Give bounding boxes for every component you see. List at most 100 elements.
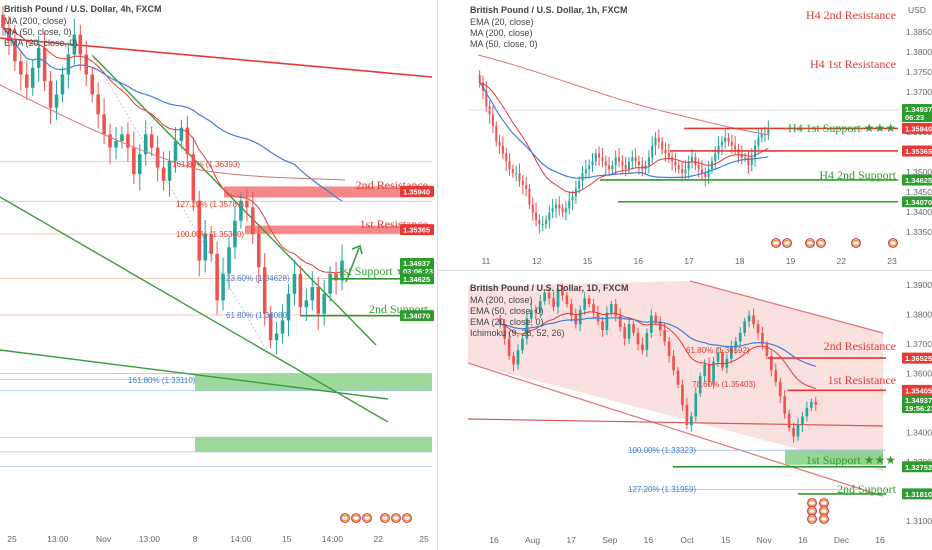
- left-candle: [185, 127, 190, 155]
- br-candle: [627, 324, 631, 339]
- tr-ytick: 1.38000: [906, 47, 932, 57]
- br-price-tag-1: 1.35405: [905, 386, 932, 395]
- left-candle: [149, 134, 154, 148]
- br-xtick: 16: [798, 535, 808, 545]
- channel-lower-line: [467, 362, 884, 497]
- panel-divider-horizontal: [438, 270, 932, 271]
- tr-xtick: 12: [532, 256, 542, 266]
- event-flag-inner: [808, 500, 816, 506]
- tr-xtick: 18: [735, 256, 745, 266]
- fib-label-3: 127.20% (1.31959): [628, 485, 696, 494]
- br-candle: [707, 364, 711, 382]
- tr-candle: [637, 161, 640, 166]
- tr-xtick: 17: [684, 256, 694, 266]
- ma-200-line: [0, 84, 346, 181]
- chart-1d-panel[interactable]: 2nd Resistance 1st Resistance 1st Support …: [438, 271, 932, 550]
- br-candle: [747, 315, 751, 322]
- level-label-2nd-resistance: 2nd Resistance: [824, 339, 896, 353]
- event-flag-inner: [820, 508, 828, 514]
- chart-1d-svg[interactable]: 2nd Resistance 1st Resistance 1st Support …: [438, 271, 932, 550]
- tr-price-tag-3-bg: [902, 174, 932, 186]
- br-candle: [770, 355, 773, 371]
- left-candle: [72, 34, 77, 55]
- br-candle: [587, 298, 591, 305]
- event-flag-inner: [852, 240, 860, 246]
- left-candle: [143, 134, 148, 155]
- left-xtick: 13:00: [47, 534, 69, 544]
- br-candle: [752, 315, 755, 325]
- br-price-tag-0-bg: [902, 352, 932, 364]
- br-candle: [792, 427, 795, 437]
- br-ytick: 1.38000: [906, 310, 932, 320]
- level-label-2nd-support: 2nd Support: [837, 482, 897, 496]
- tr-candle: [674, 161, 677, 166]
- left-price-tag-1: 1.35365: [403, 226, 430, 235]
- tr-candle: [744, 157, 747, 159]
- event-flag-inner: [381, 515, 389, 521]
- br-candle: [810, 402, 813, 408]
- tr-xtick: 23: [887, 256, 897, 266]
- left-candle: [155, 147, 160, 168]
- green-trendline-flat: [0, 349, 389, 400]
- fib-label-4: 61.80% (1.34080): [226, 311, 290, 320]
- br-price-tag-4: 1.31810: [905, 490, 932, 499]
- projection-arrow: [345, 244, 363, 283]
- br-candle: [703, 364, 706, 377]
- br-price-tag-3-bg: [902, 461, 932, 473]
- chart-4h-panel[interactable]: 161.80% (1.36393) 127.20% (1.35787) 100.00…: [0, 0, 436, 550]
- fib-label-1: 78.60% (1.35403): [692, 380, 756, 389]
- tr-candle: [627, 161, 630, 170]
- br-candle: [676, 370, 680, 385]
- left-candle: [54, 94, 59, 108]
- br-candle: [530, 309, 533, 319]
- horizontal-trendline: [467, 418, 884, 427]
- tr-candle: [571, 196, 574, 201]
- ma-50-line: [2, 27, 343, 202]
- tr-xtick: 22: [837, 256, 847, 266]
- br-xtick: 15: [721, 535, 731, 545]
- chart-4h-svg[interactable]: 161.80% (1.36393) 127.20% (1.35787) 100.00…: [0, 0, 436, 550]
- br-candle: [721, 353, 724, 368]
- left-candle: [24, 74, 29, 88]
- left-candle: [120, 134, 124, 141]
- panel-divider-vertical: [437, 0, 438, 550]
- br-candle: [716, 353, 720, 362]
- br-xtick: 16: [644, 535, 654, 545]
- tr-candle: [671, 157, 674, 162]
- resistance-zone-1: [245, 225, 432, 234]
- tr-candle: [614, 157, 617, 166]
- br-candle: [605, 312, 609, 330]
- left-candle: [227, 247, 231, 274]
- event-flag-inner: [808, 508, 816, 514]
- br-price-tag-4-bg: [902, 488, 932, 500]
- tr-candle: [505, 153, 508, 162]
- left-candle: [78, 34, 83, 55]
- tr-candle: [664, 149, 667, 154]
- left-candle: [286, 293, 291, 321]
- left-xtick: 25: [7, 534, 17, 544]
- tr-candle: [618, 157, 621, 162]
- tr-ytick: 1.35000: [906, 167, 932, 177]
- chart-1h-panel[interactable]: H4 2nd Resistance H4 1st Resistance H4 1st…: [438, 0, 932, 270]
- ema-50-line: [500, 317, 816, 367]
- tr-candle: [558, 204, 561, 209]
- left-candle: [167, 160, 172, 181]
- br-xtick: Oct: [680, 535, 694, 545]
- chart-1h-svg[interactable]: H4 2nd Resistance H4 1st Resistance H4 1st…: [438, 0, 932, 270]
- tr-candle: [691, 157, 694, 162]
- tr-candle: [760, 133, 763, 138]
- legend-item-ma-50-close-0: MA (50, close, 0): [4, 27, 72, 37]
- left-price-tag-0: 1.35940: [403, 187, 430, 196]
- left-candle: [215, 253, 219, 301]
- br-candle: [730, 347, 733, 359]
- br-candle: [521, 338, 524, 351]
- tr-candle: [528, 188, 531, 205]
- support-zone: [785, 449, 883, 465]
- left-candle: [42, 47, 47, 82]
- left-price-tag-4-bg: [400, 310, 434, 322]
- left-candle: [66, 54, 71, 75]
- br-candle: [801, 416, 804, 426]
- br-ytick: 1.37000: [906, 339, 932, 349]
- br-ytick: 1.36000: [906, 369, 932, 379]
- br-candle: [512, 355, 515, 365]
